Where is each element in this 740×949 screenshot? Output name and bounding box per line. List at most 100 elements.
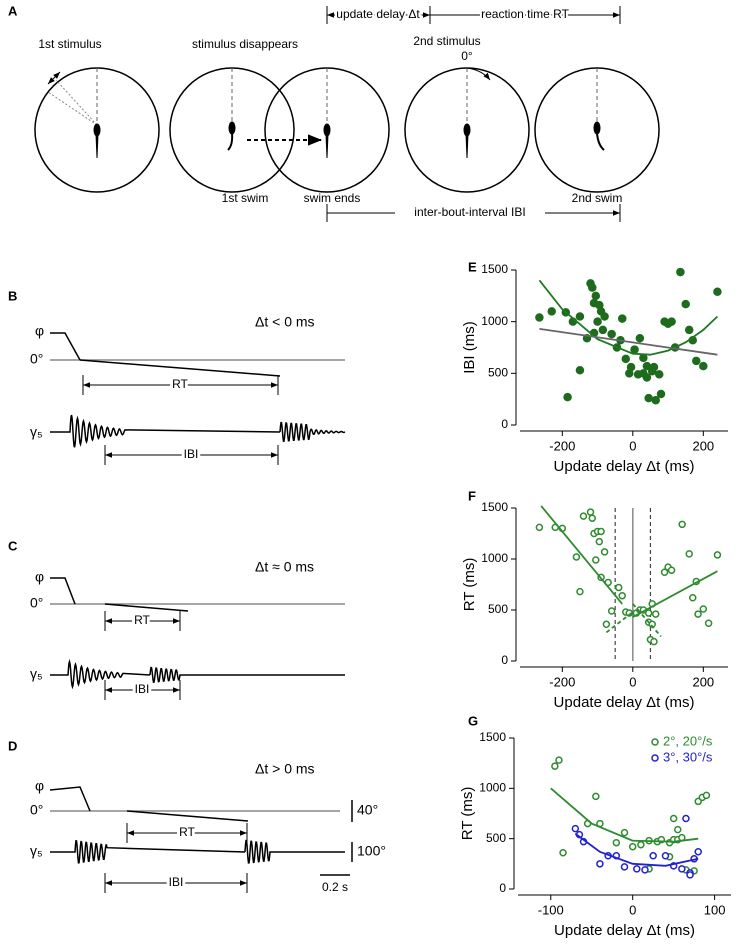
label: φ xyxy=(35,778,44,794)
phi-trace xyxy=(104,603,189,612)
data-point xyxy=(641,866,649,874)
data-point xyxy=(607,329,616,339)
data-point xyxy=(592,556,600,564)
fit-line xyxy=(538,279,719,356)
y-tick-label: 1500 xyxy=(479,730,506,744)
legend-marker xyxy=(651,754,659,762)
x-tick-label: 0 xyxy=(629,902,636,917)
label: 2nd swim xyxy=(572,191,623,205)
x-tick-label: 0 xyxy=(629,438,636,453)
fit-line xyxy=(574,832,699,867)
data-point xyxy=(571,824,580,833)
data-point xyxy=(681,299,690,309)
data-point xyxy=(635,333,645,343)
data-point xyxy=(704,619,713,628)
data-point xyxy=(547,307,556,316)
data-point xyxy=(667,566,676,574)
label: γ₅ xyxy=(30,843,43,859)
data-point xyxy=(678,865,686,873)
data-point xyxy=(650,637,658,646)
label: IBI xyxy=(184,447,199,461)
y-axis-label: RT (ms) xyxy=(459,787,476,841)
fit-line xyxy=(539,328,718,356)
fit-line xyxy=(632,570,718,618)
phi-trace xyxy=(49,786,91,812)
legend-label: 3°, 30°/s xyxy=(663,749,713,764)
y-tick-label: 0 xyxy=(501,417,508,431)
data-point xyxy=(575,312,585,321)
data-point xyxy=(598,325,608,335)
data-point xyxy=(592,792,600,801)
data-point xyxy=(661,852,670,860)
label: 0° xyxy=(30,595,43,611)
label: γ₅ xyxy=(30,424,43,440)
label: 2nd stimulus xyxy=(413,34,480,48)
gamma-trace xyxy=(50,839,246,864)
x-axis-label: Update delay Δt (ms) xyxy=(554,922,695,939)
label: 0° xyxy=(30,802,43,818)
data-point xyxy=(676,267,685,277)
data-point xyxy=(551,762,559,770)
label: update delay Δt xyxy=(336,7,420,21)
x-tick-label: -100 xyxy=(538,902,564,917)
data-point xyxy=(688,594,697,602)
data-point xyxy=(669,814,678,823)
data-point xyxy=(713,287,722,296)
y-tick-label: 500 xyxy=(488,366,508,380)
data-point xyxy=(563,392,572,402)
data-point xyxy=(655,370,664,379)
x-axis-label: Update delay Δt (ms) xyxy=(554,458,695,475)
data-point xyxy=(607,607,616,615)
panel-label: D xyxy=(8,738,17,753)
scale-label: 0.2 s xyxy=(322,880,348,894)
y-tick-label: 1000 xyxy=(481,314,508,328)
data-point xyxy=(630,345,639,354)
x-tick-label: 200 xyxy=(692,674,714,689)
data-point xyxy=(597,527,605,536)
label: stimulus disappears xyxy=(192,37,298,51)
panel-label: F xyxy=(468,488,476,503)
x-tick-label: 200 xyxy=(692,438,714,453)
label: RT xyxy=(172,377,188,391)
panel-label: G xyxy=(468,713,478,728)
y-tick-label: 1500 xyxy=(481,262,508,276)
label: Δt ≈ 0 ms xyxy=(255,559,314,575)
label: 1st swim xyxy=(222,191,269,205)
label: 1st stimulus xyxy=(38,37,101,51)
data-point xyxy=(588,283,597,292)
label: RT xyxy=(179,825,195,839)
scale-label: 40° xyxy=(357,802,378,818)
legend-label: 2°, 20°/s xyxy=(663,733,713,748)
data-point xyxy=(576,587,584,596)
data-point xyxy=(575,365,585,375)
phi-trace xyxy=(50,332,81,361)
legend-marker xyxy=(651,738,659,746)
data-point xyxy=(682,814,690,823)
data-point xyxy=(678,520,686,529)
gamma-trace xyxy=(149,666,345,684)
label: reaction time RT xyxy=(481,7,569,21)
data-point xyxy=(702,791,711,800)
fish xyxy=(93,121,605,159)
data-point xyxy=(633,865,641,873)
scale-label: 100° xyxy=(357,843,386,859)
phi-trace xyxy=(50,577,76,605)
data-point xyxy=(620,863,629,871)
rotation-arrow xyxy=(466,67,491,81)
data-point xyxy=(651,610,660,618)
label: φ xyxy=(35,323,44,339)
panel-label: E xyxy=(468,259,477,274)
panel-label: A xyxy=(8,3,18,18)
data-point xyxy=(639,353,648,363)
heading-lines xyxy=(96,68,598,125)
data-point xyxy=(586,508,595,516)
data-point xyxy=(600,312,609,321)
y-axis-label: RT (ms) xyxy=(461,558,478,612)
gamma-trace xyxy=(244,839,345,864)
data-point xyxy=(602,620,611,629)
label: Δt < 0 ms xyxy=(255,314,315,330)
data-point xyxy=(637,840,645,849)
data-point xyxy=(699,605,708,613)
